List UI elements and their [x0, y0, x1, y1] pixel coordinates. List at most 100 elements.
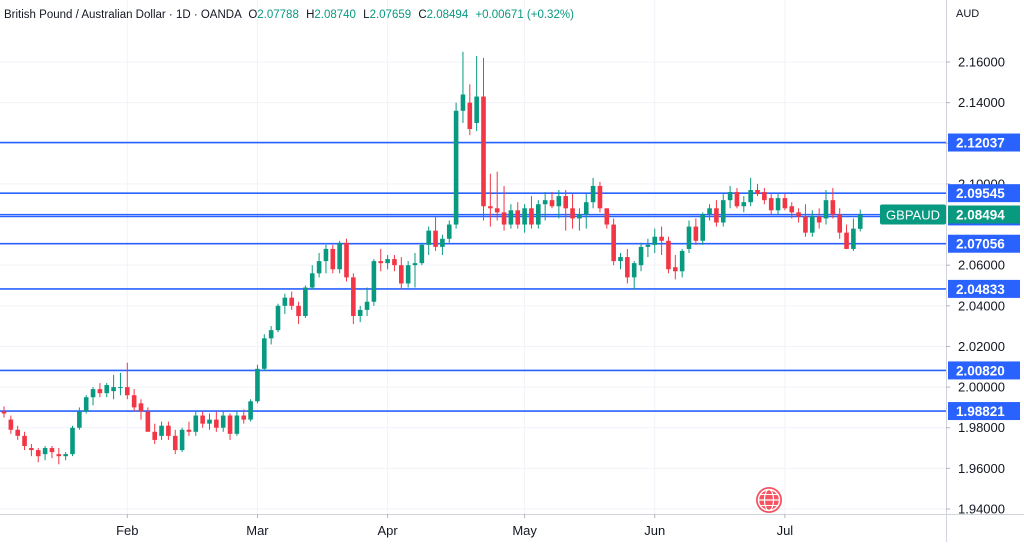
time-tick-label[interactable]: Feb	[116, 523, 138, 538]
current-price-tag-bg[interactable]	[948, 205, 1020, 224]
level-price-tag-bg[interactable]	[948, 402, 1020, 421]
candle[interactable]	[248, 399, 253, 422]
candle[interactable]	[255, 364, 260, 404]
candle[interactable]	[549, 192, 555, 209]
candle[interactable]	[727, 185, 733, 209]
level-price-tag-bg[interactable]	[948, 234, 1020, 253]
price-tick-label[interactable]: 2.06000	[958, 258, 1005, 273]
candle[interactable]	[693, 218, 699, 245]
price-tick-label[interactable]: 1.98000	[958, 420, 1005, 435]
symbol-tag[interactable]: GBPAUD	[886, 208, 940, 223]
candle[interactable]	[775, 194, 781, 215]
candle[interactable]	[131, 389, 137, 412]
candle[interactable]	[337, 240, 342, 274]
candle[interactable]	[536, 200, 541, 229]
level-price-tag[interactable]: 2.07056	[956, 237, 1005, 252]
candle[interactable]	[625, 248, 630, 284]
candle[interactable]	[111, 374, 116, 400]
candle[interactable]	[35, 448, 41, 463]
time-tick-label[interactable]: Mar	[246, 523, 269, 538]
candle[interactable]	[56, 448, 62, 465]
candle[interactable]	[200, 411, 205, 428]
candle[interactable]	[399, 257, 404, 290]
candle[interactable]	[583, 194, 589, 229]
candle[interactable]	[419, 242, 425, 266]
candle[interactable]	[42, 446, 48, 461]
candle[interactable]	[70, 425, 75, 457]
candle[interactable]	[720, 194, 726, 227]
price-tick-label[interactable]: 2.16000	[958, 55, 1005, 70]
candle[interactable]	[323, 244, 329, 274]
candle[interactable]	[494, 171, 500, 221]
price-tick-label[interactable]: 2.04000	[958, 298, 1005, 313]
candle[interactable]	[371, 259, 377, 306]
candle[interactable]	[707, 204, 712, 221]
candle[interactable]	[508, 204, 514, 229]
candle[interactable]	[666, 236, 671, 274]
candle[interactable]	[453, 102, 459, 229]
candle[interactable]	[501, 185, 507, 231]
candle[interactable]	[789, 202, 795, 219]
candle[interactable]	[638, 242, 644, 272]
candle[interactable]	[90, 387, 96, 406]
candle[interactable]	[563, 190, 568, 231]
candle[interactable]	[172, 429, 178, 455]
candle[interactable]	[762, 187, 767, 205]
candle[interactable]	[63, 452, 68, 461]
current-price-tag[interactable]: 2.08494	[956, 208, 1005, 223]
candle[interactable]	[714, 200, 719, 227]
candle[interactable]	[830, 187, 836, 219]
candle[interactable]	[214, 411, 219, 432]
candle[interactable]	[433, 216, 438, 251]
candle[interactable]	[755, 183, 760, 197]
candle[interactable]	[522, 204, 527, 233]
candle[interactable]	[364, 287, 370, 316]
candle[interactable]	[851, 218, 856, 251]
candle[interactable]	[481, 57, 486, 221]
level-price-tag[interactable]: 2.04833	[956, 282, 1005, 297]
candle[interactable]	[556, 190, 562, 219]
level-price-tag-bg[interactable]	[948, 184, 1020, 203]
candle[interactable]	[577, 208, 582, 231]
candle[interactable]	[29, 443, 34, 457]
symbol-tag-bg[interactable]	[880, 204, 946, 225]
candle[interactable]	[700, 212, 705, 245]
price-tick-label[interactable]: 1.94000	[958, 502, 1005, 517]
time-tick-label[interactable]: Jun	[644, 523, 665, 538]
candle[interactable]	[22, 431, 27, 451]
candle[interactable]	[515, 202, 521, 229]
candle[interactable]	[604, 208, 610, 229]
candle[interactable]	[262, 334, 267, 371]
candle[interactable]	[570, 194, 575, 229]
candle[interactable]	[309, 265, 315, 290]
candle[interactable]	[652, 228, 658, 253]
candle[interactable]	[405, 261, 411, 288]
candle[interactable]	[440, 234, 445, 256]
candle[interactable]	[268, 326, 274, 345]
time-tick-label[interactable]: May	[512, 523, 537, 538]
level-price-tag-bg[interactable]	[948, 279, 1020, 298]
candle[interactable]	[220, 411, 226, 432]
candle[interactable]	[186, 421, 192, 436]
candle[interactable]	[412, 252, 418, 288]
tradingview-watermark-icon[interactable]	[756, 487, 782, 513]
candle[interactable]	[782, 194, 788, 211]
candle[interactable]	[125, 362, 130, 400]
candle[interactable]	[351, 273, 356, 325]
candle[interactable]	[378, 248, 384, 272]
candle[interactable]	[97, 383, 103, 398]
candle[interactable]	[241, 409, 247, 424]
candle[interactable]	[810, 210, 815, 237]
level-price-tag[interactable]: 2.12037	[956, 136, 1005, 151]
candle[interactable]	[166, 421, 171, 440]
candle[interactable]	[474, 55, 479, 132]
level-price-tag-bg[interactable]	[948, 133, 1020, 152]
candle[interactable]	[837, 208, 842, 239]
candle[interactable]	[659, 226, 664, 256]
candle[interactable]	[618, 252, 623, 270]
candle[interactable]	[488, 173, 493, 227]
candle[interactable]	[275, 303, 281, 333]
candle[interactable]	[542, 192, 548, 221]
